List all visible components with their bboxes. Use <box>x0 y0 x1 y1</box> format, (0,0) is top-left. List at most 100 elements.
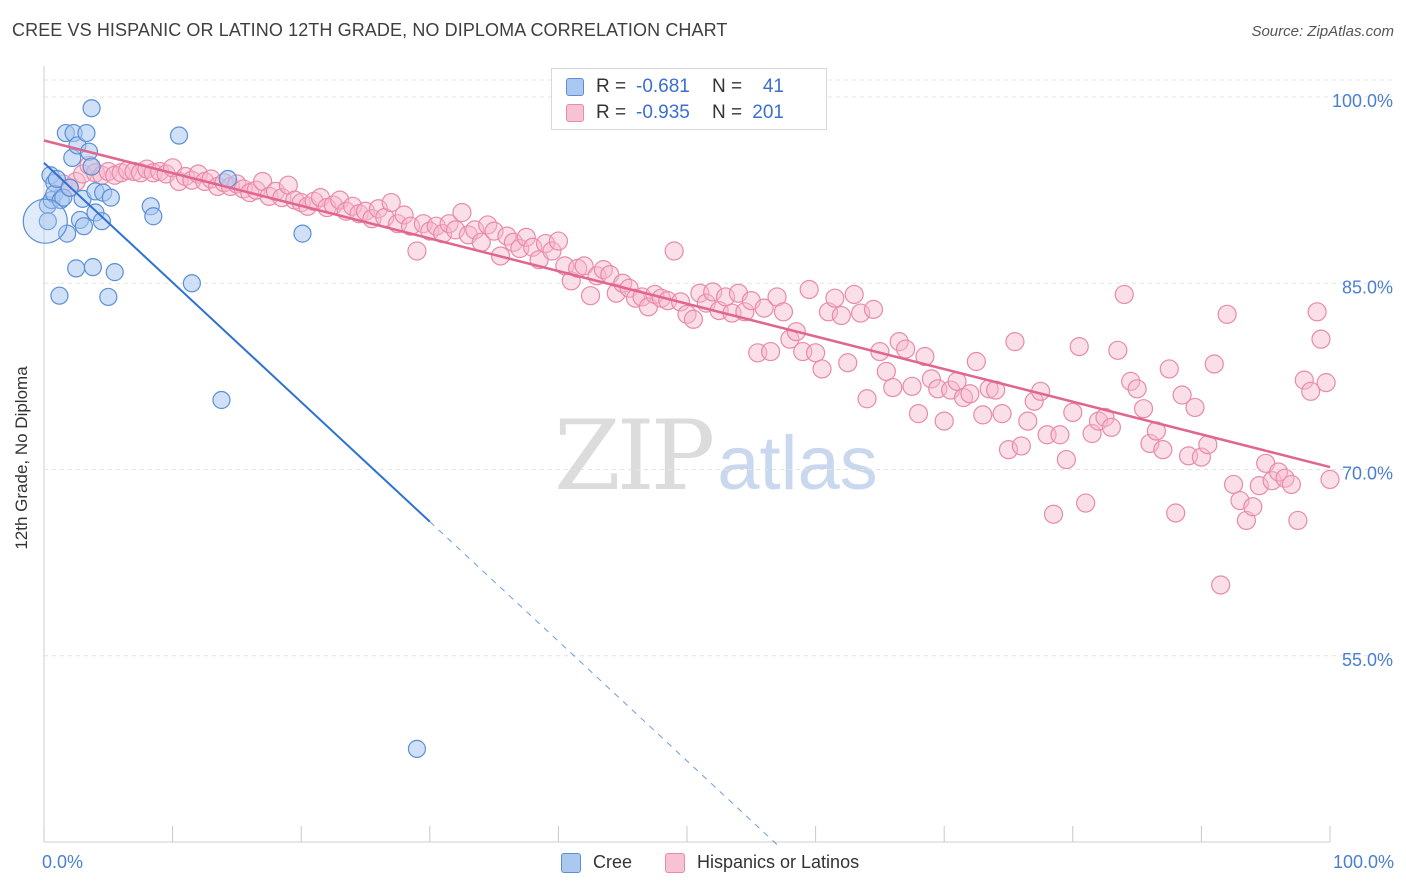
hispanic-point <box>394 205 414 225</box>
hispanic-point <box>606 283 626 303</box>
hispanic-point <box>1133 399 1154 419</box>
hispanic-point <box>1011 436 1031 456</box>
hispanic-point <box>445 220 466 240</box>
hispanic-point <box>1166 503 1186 523</box>
cree-trend-line <box>43 162 431 523</box>
watermark-zip: ZIP <box>554 400 715 512</box>
hispanic-point <box>664 241 684 261</box>
cree-point <box>99 287 118 307</box>
cree-point <box>407 739 427 758</box>
cree-point <box>82 99 101 118</box>
hispanic-point <box>1311 329 1331 349</box>
correlation-legend: R = -0.681 N = 41 R = -0.935 N = 201 <box>551 68 827 130</box>
hispanic-point <box>1316 373 1336 393</box>
cree-point <box>212 390 231 410</box>
hispanic-point <box>1307 302 1327 322</box>
bottom-legend-cree: Cree <box>561 852 632 873</box>
hispanic-point <box>1172 385 1192 405</box>
cree-point <box>74 217 93 236</box>
zipatlas-watermark: ZIPatlas <box>554 400 878 512</box>
hispanic-point <box>574 256 594 276</box>
y-tick-label: 55.0% <box>1342 650 1393 670</box>
hispanic-point <box>1204 354 1224 374</box>
x-tick-label-max: 100.0% <box>1332 852 1394 872</box>
legend-row-hispanic: R = -0.935 N = 201 <box>566 100 784 126</box>
hispanic-point <box>1211 575 1231 595</box>
hispanic-point <box>542 241 562 261</box>
hispanic-point <box>915 346 935 367</box>
hispanic-point <box>831 305 851 326</box>
hispanic-point <box>715 287 736 307</box>
hispanic-point <box>1108 340 1128 360</box>
cree-point <box>182 274 201 293</box>
y-tick-label: 100.0% <box>1332 91 1393 111</box>
hispanic-point <box>1005 332 1025 352</box>
hispanic-legend-swatch <box>665 852 685 873</box>
legend-row-cree: R = -0.681 N = 41 <box>566 74 784 100</box>
cree-point <box>67 259 86 278</box>
cree-point <box>83 258 102 277</box>
hispanic-point <box>863 299 884 319</box>
hispanic-point <box>683 309 704 329</box>
hispanic-point <box>1249 476 1269 496</box>
hispanic-point <box>1281 474 1302 495</box>
y-tick-label: 85.0% <box>1342 277 1393 297</box>
cree-point <box>22 198 68 244</box>
y-axis-label: 12th Grade, No Diploma <box>12 366 31 550</box>
legend-n-label: N = <box>712 102 743 123</box>
hispanic-swatch <box>566 104 584 122</box>
hispanic-point <box>812 359 832 379</box>
hispanic-point <box>1153 440 1173 460</box>
hispanic-point <box>998 440 1019 460</box>
hispanic-point <box>1101 417 1121 437</box>
hispanic-point <box>773 302 794 322</box>
hispanic-point <box>851 303 871 323</box>
hispanic-point <box>857 389 877 409</box>
cree-point <box>47 169 66 189</box>
hispanic-point <box>754 298 774 318</box>
hispanic-point <box>1056 449 1076 470</box>
hispanic-point <box>973 405 993 425</box>
hispanic-point <box>484 221 504 241</box>
cree-point <box>82 157 101 176</box>
hispanic-point <box>523 237 543 257</box>
hispanic-point <box>1217 304 1237 324</box>
cree-point <box>38 212 57 231</box>
hispanic-point <box>1191 447 1212 467</box>
cree-legend-label: Cree <box>593 852 633 872</box>
hispanic-legend-label: Hispanics or Latinos <box>697 852 860 872</box>
hispanic-point <box>844 284 864 305</box>
hispanic-point <box>799 279 819 300</box>
cree-point <box>105 263 124 282</box>
hispanic-point <box>889 332 909 352</box>
hispanic-point <box>548 231 569 251</box>
hispanic-point <box>883 377 903 398</box>
hispanic-point <box>1185 397 1205 418</box>
legend-r-value: -0.935 <box>636 102 690 123</box>
hispanic-point <box>1043 504 1064 524</box>
legend-r-label: R = <box>596 76 627 97</box>
hispanic-point <box>1301 381 1321 401</box>
legend-n-value: 41 <box>762 76 784 97</box>
hispanic-point <box>1320 469 1340 490</box>
cree-point <box>144 207 163 226</box>
cree-point <box>77 123 96 143</box>
hispanic-point <box>966 351 986 372</box>
hispanic-point <box>1095 407 1115 427</box>
hispanic-point <box>921 369 941 389</box>
hispanic-point <box>452 202 472 223</box>
hispanic-point <box>343 196 363 216</box>
hispanic-point <box>593 260 614 280</box>
hispanic-point <box>1063 402 1083 423</box>
hispanic-point <box>825 288 845 308</box>
source-label: Source: ZipAtlas.com <box>1251 23 1394 40</box>
y-tick-label: 70.0% <box>1342 464 1393 484</box>
hispanic-point <box>805 343 826 363</box>
hispanic-point <box>760 341 781 362</box>
hispanic-point <box>1069 337 1089 357</box>
hispanic-point <box>1082 423 1102 444</box>
hispanic-point <box>1294 370 1314 390</box>
cree-point <box>50 286 69 305</box>
cree-point <box>92 212 111 231</box>
hispanic-point <box>580 286 601 306</box>
